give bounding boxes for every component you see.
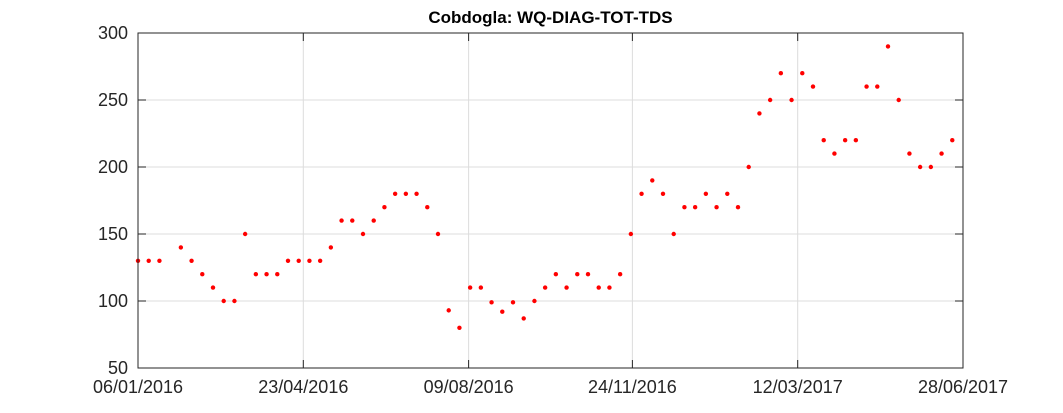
data-point (500, 309, 505, 314)
data-point (735, 205, 741, 210)
data-point (478, 285, 484, 290)
data-point (435, 231, 441, 237)
data-point (660, 191, 666, 196)
data-point (875, 84, 880, 89)
data-point (157, 258, 162, 263)
data-point (596, 285, 601, 290)
data-point (382, 205, 387, 210)
x-tick-label: 09/08/2016 (424, 377, 514, 397)
plot-frame (137, 32, 964, 369)
data-point (307, 258, 312, 263)
data-point (542, 285, 548, 290)
data-point (350, 218, 355, 223)
data-point (607, 285, 612, 290)
data-point (671, 231, 676, 237)
y-tick-label: 250 (98, 90, 128, 110)
x-tick-label: 23/04/2016 (258, 377, 348, 397)
data-point (178, 245, 184, 250)
data-point (832, 151, 837, 156)
data-point (446, 308, 451, 313)
y-tick-label: 300 (98, 23, 128, 43)
x-tick-label: 12/03/2017 (753, 377, 843, 397)
data-point (296, 258, 301, 263)
data-point (746, 164, 751, 170)
data-point (532, 298, 537, 304)
y-tick-label: 50 (108, 358, 128, 378)
data-point (146, 258, 151, 263)
data-point (242, 231, 248, 237)
data-point (842, 138, 848, 143)
chart-title: Cobdogla: WQ-DIAG-TOT-TDS (428, 8, 672, 27)
data-point (403, 191, 409, 196)
data-point (853, 138, 859, 143)
data-point (907, 151, 912, 156)
data-point (489, 300, 494, 305)
data-point (917, 164, 923, 170)
data-point (275, 272, 280, 277)
data-point (200, 272, 205, 277)
data-point (425, 205, 430, 210)
data-point (789, 97, 794, 103)
data-points (135, 44, 955, 330)
x-tick-label: 28/06/2017 (918, 377, 1008, 397)
data-point (650, 178, 655, 183)
axis-ticks: 06/01/2016 23/04/2016 09/08/2016 24/11/2016… (93, 23, 1008, 397)
data-point (757, 111, 762, 116)
data-point (725, 191, 730, 196)
data-point (585, 272, 591, 277)
data-point (328, 245, 334, 250)
data-point (521, 316, 526, 321)
data-point (339, 218, 344, 223)
data-point (767, 97, 773, 103)
y-tick-label: 200 (98, 157, 128, 177)
data-point (457, 325, 462, 330)
data-point (264, 272, 269, 277)
data-point (564, 285, 569, 290)
data-point (682, 205, 687, 210)
data-point (864, 84, 869, 89)
data-point (414, 191, 419, 196)
data-point (253, 272, 259, 277)
grid-lines (137, 32, 964, 369)
x-tick-label: 06/01/2016 (93, 377, 183, 397)
data-point (317, 258, 323, 263)
data-point (778, 71, 784, 76)
data-point (221, 298, 226, 304)
data-point (896, 97, 901, 103)
data-point (885, 44, 891, 49)
data-point (639, 191, 644, 196)
y-tick-label: 150 (98, 224, 128, 244)
data-point (360, 231, 366, 237)
data-point (210, 285, 216, 290)
data-point (285, 258, 291, 263)
data-point (939, 151, 944, 156)
data-point (800, 71, 805, 76)
data-point (714, 205, 719, 210)
data-point (371, 218, 376, 223)
data-point (703, 191, 709, 196)
data-point (692, 205, 698, 210)
data-point (617, 272, 623, 277)
x-tick-label: 24/11/2016 (588, 377, 677, 397)
data-point (553, 272, 559, 277)
data-point (392, 191, 398, 196)
data-point (928, 164, 934, 170)
data-point (189, 258, 194, 263)
data-point (575, 272, 580, 277)
data-point (510, 300, 516, 305)
data-point (821, 138, 826, 143)
y-tick-label: 100 (98, 291, 128, 311)
data-point (467, 285, 473, 290)
data-point (810, 84, 816, 89)
data-point (950, 138, 955, 143)
data-point (232, 298, 237, 304)
data-point (628, 231, 634, 237)
